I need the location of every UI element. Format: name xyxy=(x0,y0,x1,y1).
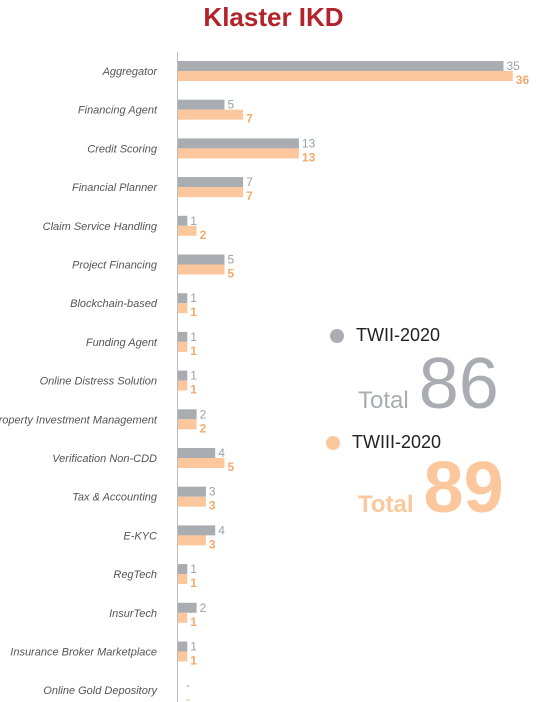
value-label-twii-2020-insurance-broker-marketplace: 1 xyxy=(190,640,197,654)
value-label-twiii-2020-financing-agent: 7 xyxy=(246,112,253,126)
value-label-twii-2020-aggregator: 35 xyxy=(507,59,521,73)
value-label-twii-2020-regtech: 1 xyxy=(190,562,197,576)
value-label-twiii-2020-e-kyc: 3 xyxy=(209,537,216,551)
bar-twii-2020-verification-non-cdd xyxy=(178,448,216,458)
value-label-twiii-2020-online-distress-solution: 1 xyxy=(190,383,197,397)
bar-twiii-2020-funding-agent xyxy=(178,341,188,352)
value-label-twiii-2020-insurance-broker-marketplace: 1 xyxy=(190,654,197,668)
value-label-twii-2020-project-financing: 5 xyxy=(228,253,235,267)
value-label-twii-2020-financial-planner: 7 xyxy=(246,175,253,189)
category-label-claim-service-handling: Claim Service Handling xyxy=(43,221,158,233)
bar-twiii-2020-aggregator xyxy=(178,71,513,81)
category-label-online-gold-depository: Online Gold Depository xyxy=(43,685,158,697)
value-label-twii-2020-funding-agent: 1 xyxy=(190,330,197,344)
value-label-twiii-2020-claim-service-handling: 2 xyxy=(200,228,207,242)
value-label-twii-2020-tax-accounting: 3 xyxy=(209,485,216,499)
bar-twii-2020-insurtech xyxy=(178,602,197,613)
value-label-twii-2020-e-kyc: 4 xyxy=(218,523,225,537)
bar-twiii-2020-credit-scoring xyxy=(178,148,299,159)
legend-label-twii-2020: TWII-2020 xyxy=(356,325,441,345)
category-label-e-kyc: E-KYC xyxy=(123,530,157,542)
value-label-twiii-2020-insurtech: 1 xyxy=(190,615,197,629)
category-label-online-distress-solution: Online Distress Solution xyxy=(40,376,157,388)
value-label-twii-2020-financing-agent: 5 xyxy=(228,98,235,112)
bar-twiii-2020-regtech xyxy=(178,574,188,585)
total-twiii-2020: Total 89 xyxy=(358,452,504,524)
bar-twii-2020-funding-agent xyxy=(178,331,188,342)
legend-item-twii-2020: TWII-2020 xyxy=(330,325,440,346)
category-label-regtech: RegTech xyxy=(113,569,157,581)
value-label-twiii-2020-regtech: 1 xyxy=(190,576,197,590)
value-label-twii-2020-verification-non-cdd: 4 xyxy=(218,446,225,460)
total-label-twii-2020: Total xyxy=(358,387,409,414)
value-label-twiii-2020-blockchain-based: 1 xyxy=(190,305,197,319)
bar-twiii-2020-tax-accounting xyxy=(178,496,206,507)
bar-twiii-2020-financial-planner xyxy=(178,187,244,198)
bar-twiii-2020-project-financing xyxy=(178,264,225,275)
value-label-twii-2020-online-gold-depository: - xyxy=(186,678,190,692)
bar-twii-2020-property-investment-management xyxy=(178,409,197,420)
value-label-twiii-2020-aggregator: 36 xyxy=(516,73,530,87)
bar-twiii-2020-online-distress-solution xyxy=(178,380,188,391)
value-label-twiii-2020-online-gold-depository: - xyxy=(186,692,190,702)
chart-title: Klaster IKD xyxy=(203,2,344,32)
value-label-twiii-2020-project-financing: 5 xyxy=(228,267,235,281)
value-label-twii-2020-blockchain-based: 1 xyxy=(190,291,197,305)
bar-twii-2020-claim-service-handling xyxy=(178,215,188,226)
bar-twii-2020-tax-accounting xyxy=(178,486,206,497)
bar-twiii-2020-blockchain-based xyxy=(178,303,188,314)
category-label-project-financing: Project Financing xyxy=(72,260,158,272)
value-label-twiii-2020-verification-non-cdd: 5 xyxy=(228,460,235,474)
category-label-aggregator: Aggregator xyxy=(102,66,159,78)
legend-dot-twii-2020 xyxy=(330,328,344,343)
bar-twiii-2020-e-kyc xyxy=(178,535,206,546)
bar-twii-2020-regtech xyxy=(178,564,188,575)
total-label-twiii-2020: Total xyxy=(358,491,414,518)
category-label-financial-planner: Financial Planner xyxy=(72,182,158,194)
value-label-twii-2020-online-distress-solution: 1 xyxy=(190,369,197,383)
bar-twii-2020-blockchain-based xyxy=(178,293,188,304)
category-label-insurance-broker-marketplace: Insurance Broker Marketplace xyxy=(10,647,157,659)
bar-twii-2020-insurance-broker-marketplace xyxy=(178,641,188,652)
category-label-insurtech: InsurTech xyxy=(109,608,157,620)
bar-twii-2020-financing-agent xyxy=(178,99,225,110)
category-label-property-investment-management: Property Investment Management xyxy=(0,414,158,426)
bar-twiii-2020-claim-service-handling xyxy=(178,225,197,236)
legend-item-twiii-2020: TWIII-2020 xyxy=(326,432,441,453)
bar-twiii-2020-financing-agent xyxy=(178,109,244,120)
bar-twii-2020-credit-scoring xyxy=(178,138,299,149)
bar-twiii-2020-property-investment-management xyxy=(178,419,197,430)
legend-dot-twiii-2020 xyxy=(326,435,340,450)
bar-twii-2020-e-kyc xyxy=(178,525,216,536)
bar-twii-2020-online-distress-solution xyxy=(178,370,188,381)
value-label-twiii-2020-funding-agent: 1 xyxy=(190,344,197,358)
total-value-twii-2020: 86 xyxy=(418,344,499,424)
category-label-credit-scoring: Credit Scoring xyxy=(87,143,158,155)
bar-twii-2020-aggregator xyxy=(178,61,504,71)
value-label-twii-2020-property-investment-management: 2 xyxy=(200,407,207,421)
value-label-twii-2020-claim-service-handling: 1 xyxy=(190,214,197,228)
total-twii-2020: Total 86 xyxy=(358,348,499,420)
value-label-twiii-2020-credit-scoring: 13 xyxy=(302,150,316,164)
bar-twii-2020-financial-planner xyxy=(178,177,244,188)
bar-twiii-2020-insurance-broker-marketplace xyxy=(178,651,188,662)
bar-twiii-2020-insurtech xyxy=(178,612,188,623)
category-label-verification-non-cdd: Verification Non-CDD xyxy=(52,453,157,465)
value-label-twii-2020-insurtech: 2 xyxy=(200,601,207,615)
value-label-twiii-2020-financial-planner: 7 xyxy=(246,189,253,203)
bar-twiii-2020-verification-non-cdd xyxy=(178,458,225,468)
value-label-twii-2020-credit-scoring: 13 xyxy=(302,136,316,150)
category-label-blockchain-based: Blockchain-based xyxy=(70,298,158,310)
total-value-twiii-2020: 89 xyxy=(423,448,504,528)
category-label-funding-agent: Funding Agent xyxy=(86,337,158,349)
category-label-financing-agent: Financing Agent xyxy=(78,105,158,117)
value-label-twiii-2020-tax-accounting: 3 xyxy=(209,499,216,513)
category-label-tax-accounting: Tax & Accounting xyxy=(72,492,158,504)
value-label-twiii-2020-property-investment-management: 2 xyxy=(200,421,207,435)
legend-label-twiii-2020: TWIII-2020 xyxy=(352,432,442,452)
bar-twii-2020-project-financing xyxy=(178,254,225,265)
